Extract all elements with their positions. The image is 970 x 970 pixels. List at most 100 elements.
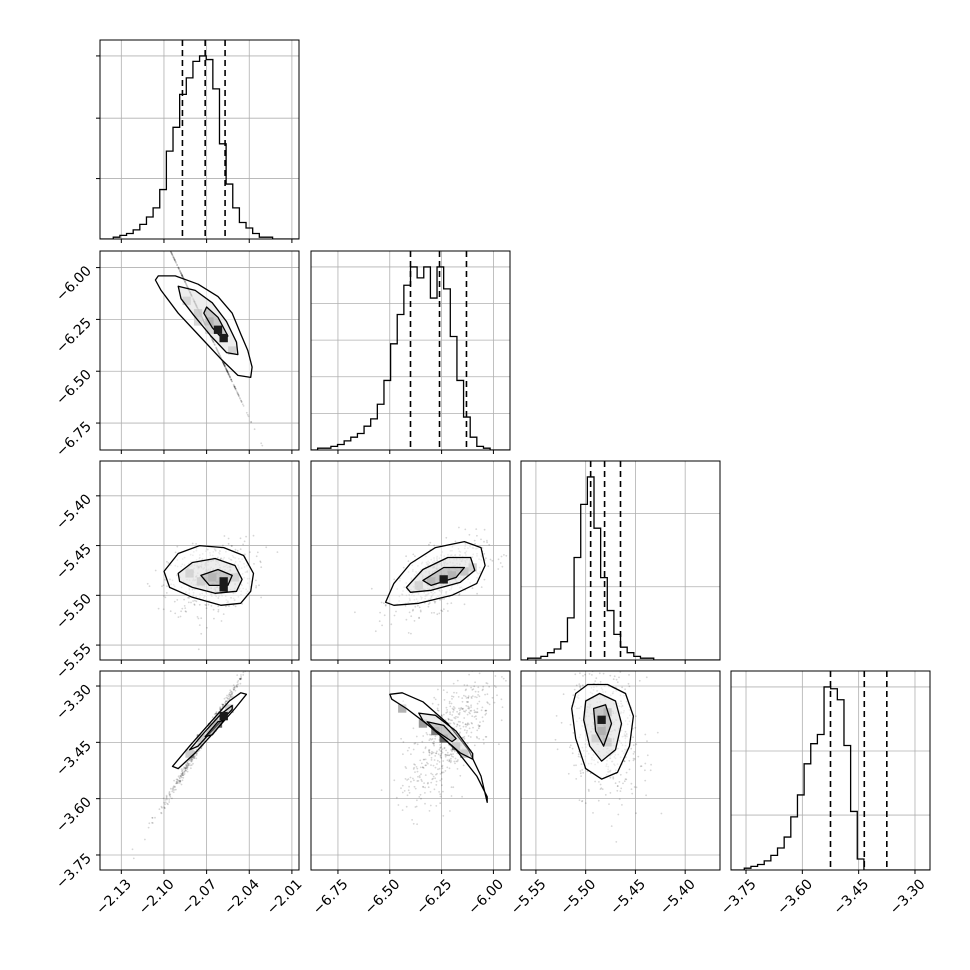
sample-point: [227, 537, 230, 540]
sample-point: [180, 273, 183, 276]
sample-point: [449, 753, 452, 755]
sample-point: [450, 748, 453, 751]
sample-point: [177, 782, 180, 784]
sample-point: [616, 681, 619, 684]
sample-point: [422, 751, 425, 754]
sample-point: [174, 612, 177, 615]
sample-point: [402, 753, 404, 756]
contour-level-2: [204, 719, 225, 738]
sample-point: [451, 755, 453, 758]
sample-point: [164, 803, 166, 806]
panel-content: [380, 671, 507, 826]
sample-point: [420, 778, 423, 781]
sample-point: [413, 620, 416, 622]
sample-point: [441, 751, 444, 754]
sample-point: [174, 260, 177, 263]
sample-point: [174, 551, 177, 554]
sample-point: [446, 754, 449, 757]
sample-point: [164, 578, 167, 581]
sample-point: [597, 799, 600, 802]
sample-point: [469, 712, 471, 715]
sample-point: [428, 733, 431, 736]
sample-point: [179, 775, 182, 778]
sample-point: [434, 766, 437, 769]
sample-point: [416, 799, 418, 802]
sample-point: [212, 608, 215, 611]
sample-point: [247, 666, 249, 668]
sample-point: [593, 641, 595, 643]
sample-point: [237, 393, 240, 396]
sample-point: [485, 736, 488, 738]
sample-point: [239, 548, 242, 551]
sample-point: [638, 679, 641, 682]
sample-point: [225, 368, 228, 371]
sample-point: [475, 711, 478, 714]
sample-point: [429, 737, 432, 740]
sample-point: [431, 750, 433, 753]
sample-point: [239, 678, 242, 680]
sample-point: [414, 764, 416, 766]
sample-point: [380, 601, 383, 604]
sample-point: [173, 785, 175, 787]
sample-point: [170, 252, 173, 255]
sample-point: [476, 707, 479, 710]
sample-point: [478, 737, 480, 740]
sample-point: [471, 695, 474, 697]
sample-point: [195, 754, 198, 757]
sample-point: [442, 689, 445, 691]
sample-point: [181, 274, 184, 277]
sample-point: [473, 709, 476, 712]
sample-point: [397, 804, 400, 806]
sample-point: [455, 760, 458, 763]
sample-point: [487, 702, 489, 704]
sample-point: [180, 272, 182, 275]
panel-1-1: [310, 250, 511, 454]
sample-point: [240, 676, 243, 678]
sample-point: [384, 604, 387, 607]
sample-point: [183, 605, 186, 607]
sample-point: [174, 261, 177, 263]
sample-point: [474, 696, 476, 698]
sample-point: [185, 764, 188, 767]
sample-point: [449, 722, 452, 725]
sample-point: [232, 695, 234, 697]
sample-point: [505, 554, 508, 557]
sample-point: [147, 202, 149, 204]
sample-point: [625, 771, 628, 774]
sample-point: [433, 696, 436, 699]
sample-point: [166, 243, 168, 245]
sample-point: [617, 813, 620, 816]
sample-point: [210, 605, 213, 607]
sample-point: [239, 398, 242, 400]
sample-point: [415, 766, 418, 768]
x-tick-label: −2.07: [179, 876, 221, 918]
sample-point: [235, 389, 238, 392]
sample-point: [232, 687, 235, 689]
sample-point: [468, 711, 470, 714]
sample-point: [462, 736, 465, 739]
sample-point: [242, 674, 245, 676]
sample-point: [163, 595, 165, 597]
sample-point: [571, 752, 574, 755]
sample-point: [445, 536, 448, 539]
sample-point: [233, 687, 236, 689]
sample-point: [176, 780, 179, 783]
sample-point: [260, 442, 263, 445]
sample-point: [429, 804, 432, 807]
sample-point: [175, 780, 178, 783]
sample-point: [442, 815, 445, 817]
sample-point: [464, 528, 467, 531]
sample-point: [430, 753, 433, 755]
sample-point: [430, 772, 432, 775]
sample-point: [567, 772, 570, 775]
sample-point: [231, 380, 233, 383]
sample-point: [624, 756, 627, 759]
sample-point: [179, 780, 182, 783]
sample-point: [422, 786, 425, 788]
sample-point: [627, 682, 630, 685]
sample-point: [440, 757, 443, 759]
sample-point: [439, 747, 442, 750]
sample-point: [229, 696, 232, 698]
sample-point: [236, 392, 239, 394]
